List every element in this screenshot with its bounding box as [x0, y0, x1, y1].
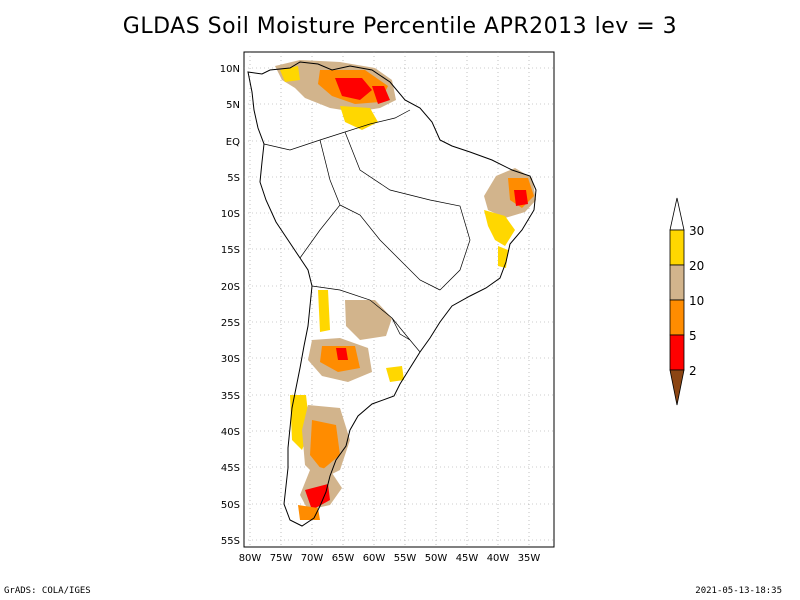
lon-tick-label: 70W [301, 553, 324, 564]
colorbar: 30 20 10 5 2 [669, 197, 704, 406]
lon-tick-label: 35W [518, 553, 541, 564]
map-title: GLDAS Soil Moisture Percentile APR2013 l… [122, 14, 678, 39]
colorbar-swatch-5-10 [669, 299, 685, 336]
footer-credit: GrADS: COLA/IGES [4, 586, 91, 596]
colorbar-top-triangle [669, 197, 685, 231]
lat-tick-label: 20S [221, 282, 240, 293]
colorbar-label-2: 2 [689, 364, 697, 378]
continent-outline [247, 61, 537, 527]
lon-tick-label: 80W [239, 553, 262, 564]
lat-tick-label: EQ [226, 137, 240, 148]
colorbar-swatch-2-5 [669, 334, 685, 371]
lat-tick-label: 55S [221, 536, 240, 547]
lat-tick-label: 40S [221, 427, 240, 438]
colorbar-label-5: 5 [689, 329, 697, 343]
colorbar-bottom-triangle [669, 369, 685, 406]
colorbar-swatch-10-20 [669, 264, 685, 301]
lon-tick-label: 50W [425, 553, 448, 564]
lat-tick-label: 30S [221, 354, 240, 365]
lon-tick-label: 60W [363, 553, 386, 564]
lat-tick-label: 45S [221, 463, 240, 474]
lon-tick-label: 55W [394, 553, 417, 564]
latitude-labels: 10N 5N EQ 5S 10S 15S 20S 25S 30S 35S 40S 45S 50S 55S [220, 64, 240, 547]
lat-tick-label: 5N [226, 100, 240, 111]
lat-tick-label: 50S [221, 500, 240, 511]
lat-tick-label: 10S [221, 209, 240, 220]
lon-tick-label: 45W [456, 553, 479, 564]
plot-frame [243, 51, 555, 548]
lon-tick-label: 65W [332, 553, 355, 564]
lat-tick-label: 10N [220, 64, 240, 75]
country-borders [263, 109, 471, 353]
footer-timestamp: 2021-05-13-18:35 [695, 586, 782, 596]
lat-tick-label: 15S [221, 245, 240, 256]
colorbar-label-10: 10 [689, 294, 704, 308]
lat-tick-label: 35S [221, 391, 240, 402]
lon-tick-label: 75W [270, 553, 293, 564]
lon-tick-label: 40W [487, 553, 510, 564]
colorbar-label-20: 20 [689, 259, 704, 273]
longitude-labels: 80W 75W 70W 65W 60W 55W 50W 45W 40W 35W [239, 553, 541, 564]
colorbar-label-30: 30 [689, 224, 704, 238]
lat-tick-label: 25S [221, 318, 240, 329]
colorbar-swatch-20-30 [669, 229, 685, 266]
lat-tick-label: 5S [227, 173, 240, 184]
percentile-patches [275, 60, 536, 520]
